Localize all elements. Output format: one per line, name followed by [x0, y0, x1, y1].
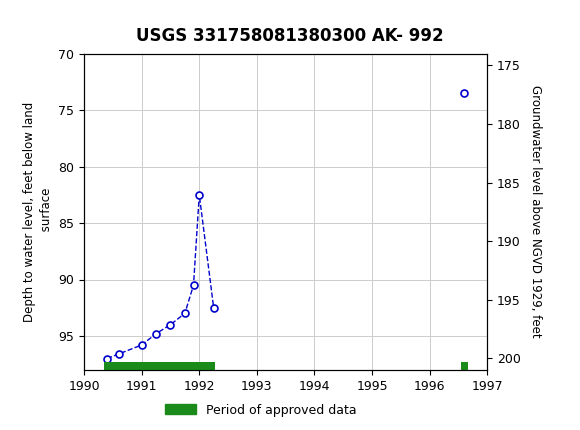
- Y-axis label: Depth to water level, feet below land
 surface: Depth to water level, feet below land su…: [23, 101, 53, 322]
- Text: USGS: USGS: [35, 12, 99, 33]
- Text: USGS 331758081380300 AK- 992: USGS 331758081380300 AK- 992: [136, 27, 444, 45]
- Y-axis label: Groundwater level above NGVD 1929, feet: Groundwater level above NGVD 1929, feet: [529, 86, 542, 338]
- Legend: Period of approved data: Period of approved data: [160, 399, 362, 421]
